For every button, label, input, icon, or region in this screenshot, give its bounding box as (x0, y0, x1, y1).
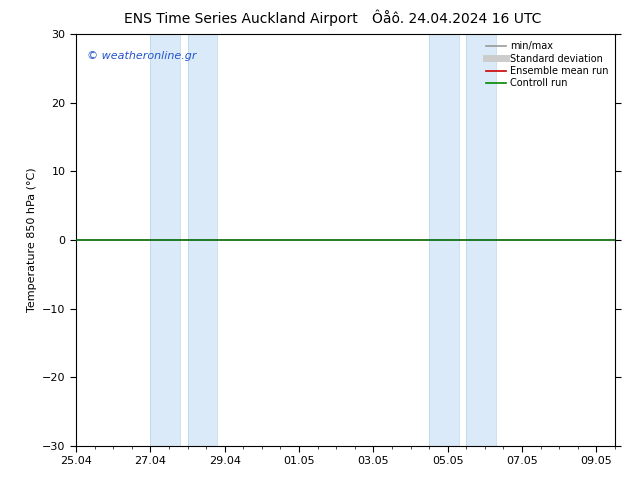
Text: ENS Time Series Auckland Airport: ENS Time Series Auckland Airport (124, 12, 358, 26)
Bar (188, 34, 217, 446)
Bar (429, 34, 459, 446)
Text: Ôåô. 24.04.2024 16 UTC: Ôåô. 24.04.2024 16 UTC (372, 12, 541, 26)
Text: © weatheronline.gr: © weatheronline.gr (87, 51, 197, 61)
Bar (150, 34, 180, 446)
Y-axis label: Temperature 850 hPa (°C): Temperature 850 hPa (°C) (27, 168, 37, 313)
Bar (467, 34, 496, 446)
Legend: min/max, Standard deviation, Ensemble mean run, Controll run: min/max, Standard deviation, Ensemble me… (484, 39, 610, 90)
